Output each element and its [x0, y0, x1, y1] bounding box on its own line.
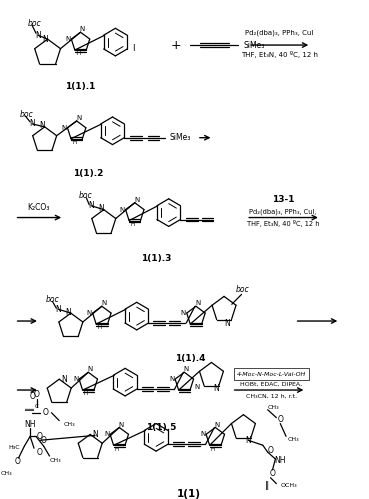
Text: I: I — [132, 44, 135, 53]
Text: K₂CO₃: K₂CO₃ — [28, 203, 50, 212]
Text: H: H — [73, 140, 77, 145]
Text: N: N — [184, 366, 189, 372]
Text: O: O — [15, 458, 21, 467]
Text: N: N — [104, 431, 109, 438]
Text: Pd₂(dba)₃, PPh₃, CuI: Pd₂(dba)₃, PPh₃, CuI — [245, 30, 313, 36]
Text: N: N — [224, 318, 230, 327]
Text: N: N — [35, 31, 41, 40]
Text: N: N — [92, 430, 98, 439]
Text: 1(1).1: 1(1).1 — [65, 82, 96, 91]
Text: H: H — [83, 392, 87, 397]
Text: boc: boc — [20, 110, 33, 119]
Text: N: N — [181, 310, 186, 316]
Text: N: N — [39, 121, 45, 130]
Text: 1(1): 1(1) — [177, 489, 201, 499]
Text: 4-Moc-N-Moc-L-Val-OH: 4-Moc-N-Moc-L-Val-OH — [237, 372, 306, 377]
Text: H: H — [76, 51, 81, 56]
Text: O: O — [270, 469, 275, 479]
Text: N: N — [65, 308, 71, 317]
Text: N: N — [76, 115, 81, 121]
Text: N: N — [87, 366, 93, 372]
Text: N: N — [80, 26, 85, 32]
Text: boc: boc — [28, 19, 42, 28]
Text: NH: NH — [275, 456, 286, 465]
Text: N: N — [213, 384, 219, 393]
Text: O: O — [37, 448, 43, 457]
Text: N: N — [101, 300, 106, 306]
Text: CH₃: CH₃ — [288, 437, 300, 442]
Text: +: + — [170, 38, 181, 51]
Text: 1(1).2: 1(1).2 — [73, 169, 103, 178]
Text: N: N — [169, 376, 175, 382]
Text: H: H — [210, 447, 214, 452]
Text: boc: boc — [236, 285, 249, 294]
Text: N: N — [65, 36, 70, 42]
Text: boc: boc — [46, 295, 59, 304]
Text: O: O — [29, 392, 35, 401]
Text: CH₃: CH₃ — [49, 458, 61, 463]
Text: N: N — [194, 384, 200, 390]
Text: N: N — [134, 197, 139, 203]
Text: boc: boc — [79, 191, 92, 201]
Text: N: N — [245, 436, 251, 445]
Text: N: N — [98, 204, 104, 213]
Text: O: O — [43, 408, 49, 417]
Text: OCH₃: OCH₃ — [280, 483, 297, 488]
Text: N: N — [73, 376, 78, 382]
Bar — [234, 368, 309, 380]
Text: CH₃: CH₃ — [1, 472, 13, 477]
Text: NH: NH — [24, 420, 36, 429]
Text: 1(1).4: 1(1).4 — [175, 354, 205, 363]
Text: O: O — [37, 432, 43, 441]
Text: CH₃: CH₃ — [268, 405, 279, 410]
Text: N: N — [61, 375, 67, 384]
Text: ‖: ‖ — [25, 406, 34, 410]
Text: N: N — [55, 305, 61, 314]
Text: Pd₂(dba)₃, PPh₃, CuI,: Pd₂(dba)₃, PPh₃, CuI, — [249, 209, 317, 215]
Text: C: C — [35, 404, 39, 409]
Text: O: O — [277, 415, 283, 424]
Text: SiMe₃: SiMe₃ — [170, 133, 191, 142]
Text: THF, Et₃N, 40 ºC, 12 h: THF, Et₃N, 40 ºC, 12 h — [241, 51, 318, 58]
Text: N: N — [87, 310, 92, 316]
Text: SiMe₃: SiMe₃ — [243, 40, 265, 49]
Text: O: O — [34, 390, 40, 400]
Text: H: H — [114, 447, 118, 452]
Text: N: N — [215, 422, 220, 428]
Text: N: N — [29, 119, 35, 128]
Text: 13-1: 13-1 — [272, 195, 294, 204]
Text: O: O — [268, 446, 273, 455]
Text: 1(1).3: 1(1).3 — [141, 254, 171, 263]
Text: CH₃CN, 12 h, r.t.: CH₃CN, 12 h, r.t. — [246, 393, 297, 398]
Text: HOBt, EDAC, DIPEA,: HOBt, EDAC, DIPEA, — [240, 382, 303, 387]
Text: 1(1).5: 1(1).5 — [146, 423, 176, 432]
Text: THF, Et₃N, 40 ºC, 12 h: THF, Et₃N, 40 ºC, 12 h — [247, 220, 319, 227]
Text: N: N — [200, 431, 206, 438]
Text: N: N — [88, 201, 94, 210]
Text: O: O — [41, 436, 46, 445]
Text: N: N — [120, 207, 125, 213]
Text: H: H — [98, 325, 102, 330]
Text: H: H — [131, 222, 135, 227]
Text: H₃C: H₃C — [9, 445, 20, 450]
Text: N: N — [42, 34, 48, 43]
Text: N: N — [195, 300, 200, 306]
Text: N: N — [118, 422, 124, 428]
Text: ‖: ‖ — [265, 481, 269, 490]
Text: CH₃: CH₃ — [64, 422, 76, 427]
Text: N: N — [61, 125, 67, 131]
